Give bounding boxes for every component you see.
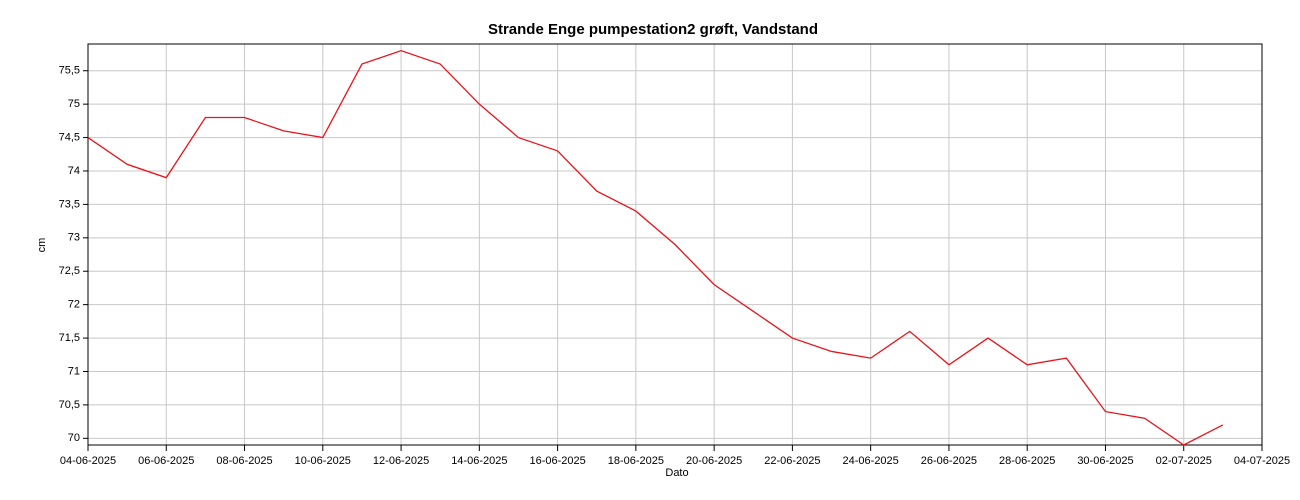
x-tick-label: 26-06-2025 bbox=[921, 455, 977, 467]
y-tick-label: 75,5 bbox=[59, 65, 80, 77]
y-tick-label: 73,5 bbox=[59, 198, 80, 210]
x-axis-label: Dato bbox=[665, 467, 688, 479]
x-tick-label: 10-06-2025 bbox=[295, 455, 351, 467]
x-tick-label: 02-07-2025 bbox=[1156, 455, 1212, 467]
x-tick-label: 28-06-2025 bbox=[999, 455, 1055, 467]
y-tick-label: 74 bbox=[68, 165, 80, 177]
y-tick-label: 71,5 bbox=[59, 332, 80, 344]
y-tick-label: 74,5 bbox=[59, 131, 80, 143]
x-tick-label: 12-06-2025 bbox=[373, 455, 429, 467]
y-tick-label: 72,5 bbox=[59, 265, 80, 277]
y-tick-label: 72 bbox=[68, 299, 80, 311]
x-tick-label: 18-06-2025 bbox=[608, 455, 664, 467]
x-tick-label: 30-06-2025 bbox=[1077, 455, 1133, 467]
x-tick-label: 04-07-2025 bbox=[1234, 455, 1290, 467]
x-tick-label: 08-06-2025 bbox=[216, 455, 272, 467]
x-tick-label: 16-06-2025 bbox=[529, 455, 585, 467]
y-tick-label: 71 bbox=[68, 365, 80, 377]
plot-frame bbox=[87, 43, 1263, 446]
y-tick-label: 75 bbox=[68, 98, 80, 110]
x-tick-label: 04-06-2025 bbox=[60, 455, 116, 467]
x-tick-label: 22-06-2025 bbox=[764, 455, 820, 467]
y-tick-label: 70,5 bbox=[59, 399, 80, 411]
y-tick-label: 70 bbox=[68, 432, 80, 444]
x-tick-label: 06-06-2025 bbox=[138, 455, 194, 467]
x-tick-label: 20-06-2025 bbox=[686, 455, 742, 467]
y-tick-label: 73 bbox=[68, 232, 80, 244]
x-tick-label: 24-06-2025 bbox=[843, 455, 899, 467]
y-axis-label: cm bbox=[36, 238, 48, 253]
chart-title: Strande Enge pumpestation2 grøft, Vandst… bbox=[488, 21, 818, 38]
x-tick-label: 14-06-2025 bbox=[451, 455, 507, 467]
data-line bbox=[87, 49, 1224, 446]
